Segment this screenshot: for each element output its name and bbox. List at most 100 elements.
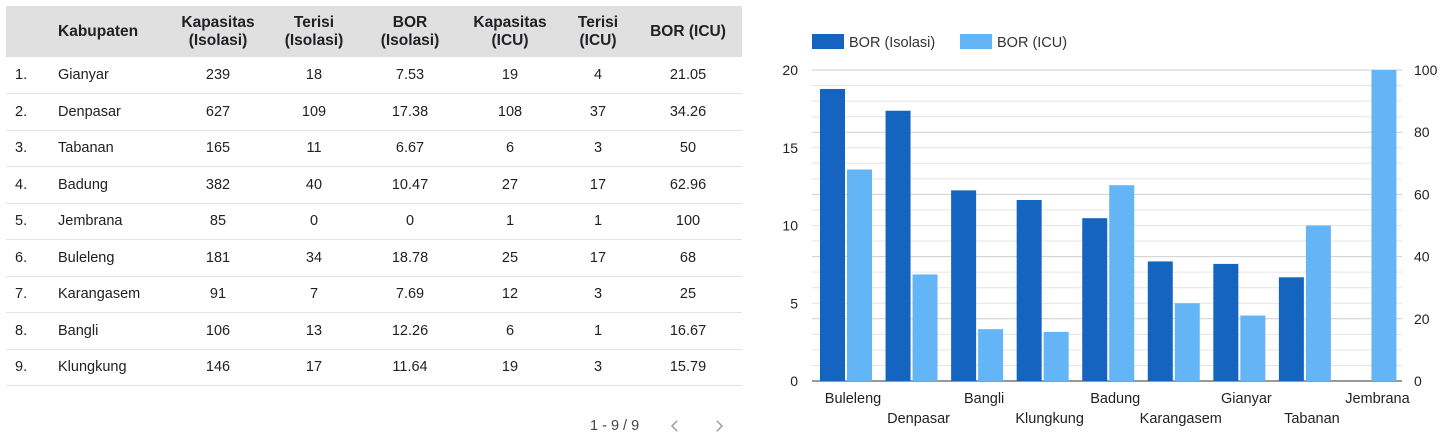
y-right-tick-label: 0 bbox=[1414, 373, 1422, 389]
y-left-tick-label: 10 bbox=[782, 218, 798, 234]
table-row: 3. Tabanan 165 11 6.67 6 3 50 bbox=[6, 130, 742, 167]
bor-icu-cell: 50 bbox=[679, 140, 697, 157]
header-terisi-icu[interactable]: Terisi (ICU) bbox=[577, 13, 619, 49]
kabupaten-cell: Klungkung bbox=[58, 359, 127, 376]
x-category-label: Klungkung bbox=[1015, 411, 1084, 427]
bar-bor-icu bbox=[1371, 70, 1397, 381]
table-row: 8. Bangli 106 13 12.26 6 1 16.67 bbox=[6, 313, 742, 349]
x-category-label: Karangasem bbox=[1140, 411, 1222, 427]
row-index: 5. bbox=[15, 213, 28, 230]
kabupaten-cell: Bangli bbox=[58, 322, 99, 339]
x-category-label: Jembrana bbox=[1345, 391, 1410, 407]
terisi-isolasi-cell: 34 bbox=[305, 249, 323, 266]
bar-bor-icu bbox=[1240, 315, 1266, 381]
bor-isolasi-cell: 18.78 bbox=[391, 249, 429, 266]
bar-bor-icu bbox=[1174, 303, 1200, 381]
bar-bor-icu bbox=[1109, 185, 1135, 381]
bor-isolasi-cell: 7.53 bbox=[395, 67, 425, 83]
header-kapasitas-icu[interactable]: Kapasitas (ICU) bbox=[473, 13, 547, 49]
x-category-label: Gianyar bbox=[1221, 391, 1272, 407]
legend-swatch bbox=[812, 34, 844, 49]
terisi-icu-cell: 1 bbox=[593, 322, 603, 339]
table-row: 9. Klungkung 146 17 11.64 19 3 15.79 bbox=[6, 349, 742, 386]
data-table-container: Kabupaten Kapasitas (Isolasi) Terisi (Is… bbox=[6, 6, 742, 386]
y-right-tick-label: 60 bbox=[1414, 186, 1430, 202]
legend-label: BOR (ICU) bbox=[997, 35, 1067, 51]
terisi-isolasi-cell: 17 bbox=[305, 359, 323, 376]
bor-isolasi-cell: 17.38 bbox=[391, 103, 429, 120]
y-right-tick-label: 20 bbox=[1414, 311, 1430, 327]
bar-bor-isolasi bbox=[1147, 261, 1173, 381]
y-left-tick-label: 20 bbox=[782, 62, 798, 78]
bar-bor-isolasi bbox=[951, 190, 977, 381]
header-kapasitas-isolasi[interactable]: Kapasitas (Isolasi) bbox=[181, 13, 255, 49]
kapasitas-icu-cell: 6 bbox=[505, 322, 515, 339]
pagination: 1 - 9 / 9 bbox=[560, 408, 750, 444]
kapasitas-isolasi-cell: 91 bbox=[209, 286, 227, 303]
chevron-right-icon bbox=[716, 420, 724, 432]
table-row: 2. Denpasar 627 109 17.38 108 37 34.26 bbox=[6, 94, 742, 130]
row-index: 6. bbox=[15, 249, 28, 266]
bar-bor-icu bbox=[912, 274, 938, 381]
bor-isolasi-cell: 6.67 bbox=[395, 140, 425, 157]
row-index: 9. bbox=[15, 359, 28, 376]
kapasitas-isolasi-cell: 627 bbox=[205, 103, 231, 120]
bar-bor-icu bbox=[978, 329, 1004, 381]
kapasitas-icu-cell: 6 bbox=[505, 140, 515, 157]
kapasitas-icu-cell: 1 bbox=[505, 213, 515, 230]
header-terisi-isolasi[interactable]: Terisi (Isolasi) bbox=[284, 13, 344, 49]
table-body: 1. Gianyar 239 18 7.53 19 4 21.05 2. Denpasar 627 1… bbox=[6, 57, 742, 386]
row-index: 8. bbox=[15, 322, 28, 339]
x-category-label: Buleleng bbox=[825, 391, 881, 407]
next-page-button[interactable] bbox=[701, 408, 737, 444]
bor-icu-cell: 68 bbox=[679, 249, 697, 266]
bor-icu-cell: 34.26 bbox=[669, 103, 707, 120]
legend-swatch bbox=[960, 34, 992, 49]
bor-isolasi-cell: 10.47 bbox=[391, 176, 429, 193]
table-row: 5. Jembrana 85 0 0 1 1 100 bbox=[6, 203, 742, 240]
terisi-icu-cell: 4 bbox=[593, 67, 603, 83]
prev-page-button[interactable] bbox=[657, 408, 693, 444]
kabupaten-cell: Jembrana bbox=[58, 213, 123, 230]
chevron-left-icon bbox=[671, 420, 678, 432]
row-index: 2. bbox=[15, 103, 28, 120]
terisi-icu-cell: 1 bbox=[593, 213, 603, 230]
bar-bor-icu bbox=[1305, 225, 1331, 381]
bar-bor-isolasi bbox=[885, 110, 911, 381]
bar-bor-isolasi bbox=[1082, 218, 1108, 381]
terisi-isolasi-cell: 13 bbox=[305, 322, 323, 339]
kapasitas-icu-cell: 108 bbox=[497, 103, 523, 120]
header-bor-isolasi[interactable]: BOR (Isolasi) bbox=[380, 13, 440, 49]
kabupaten-cell: Gianyar bbox=[58, 67, 109, 83]
kapasitas-isolasi-cell: 181 bbox=[205, 249, 231, 266]
bor-isolasi-cell: 7.69 bbox=[395, 286, 425, 303]
kapasitas-icu-cell: 12 bbox=[501, 286, 519, 303]
terisi-icu-cell: 3 bbox=[593, 286, 603, 303]
table-row: 1. Gianyar 239 18 7.53 19 4 21.05 bbox=[6, 57, 742, 94]
header-bor-icu[interactable]: BOR (ICU) bbox=[650, 22, 726, 40]
header-kabupaten[interactable]: Kabupaten bbox=[58, 22, 139, 40]
kapasitas-isolasi-cell: 239 bbox=[205, 67, 231, 83]
bar-bor-isolasi bbox=[1213, 263, 1239, 381]
row-index: 1. bbox=[15, 67, 28, 83]
kapasitas-isolasi-cell: 165 bbox=[205, 140, 231, 157]
y-right-tick-label: 80 bbox=[1414, 124, 1430, 140]
table-row: 6. Buleleng 181 34 18.78 25 17 68 bbox=[6, 240, 742, 276]
terisi-isolasi-cell: 0 bbox=[309, 213, 319, 230]
terisi-icu-cell: 17 bbox=[589, 249, 607, 266]
kabupaten-cell: Buleleng bbox=[58, 249, 115, 266]
legend-label: BOR (Isolasi) bbox=[849, 35, 935, 51]
kapasitas-icu-cell: 25 bbox=[501, 249, 519, 266]
data-table: Kabupaten Kapasitas (Isolasi) Terisi (Is… bbox=[6, 6, 742, 386]
y-right-tick-label: 100 bbox=[1414, 62, 1438, 78]
kapasitas-isolasi-cell: 382 bbox=[205, 176, 231, 193]
x-category-label: Tabanan bbox=[1284, 411, 1340, 427]
terisi-isolasi-cell: 109 bbox=[301, 103, 327, 120]
kabupaten-cell: Denpasar bbox=[58, 103, 121, 120]
kapasitas-isolasi-cell: 146 bbox=[205, 359, 231, 376]
pagination-label: 1 - 9 / 9 bbox=[590, 418, 640, 434]
kapasitas-icu-cell: 27 bbox=[501, 176, 519, 193]
y-left-tick-label: 5 bbox=[790, 295, 798, 311]
kapasitas-isolasi-cell: 85 bbox=[209, 213, 227, 230]
